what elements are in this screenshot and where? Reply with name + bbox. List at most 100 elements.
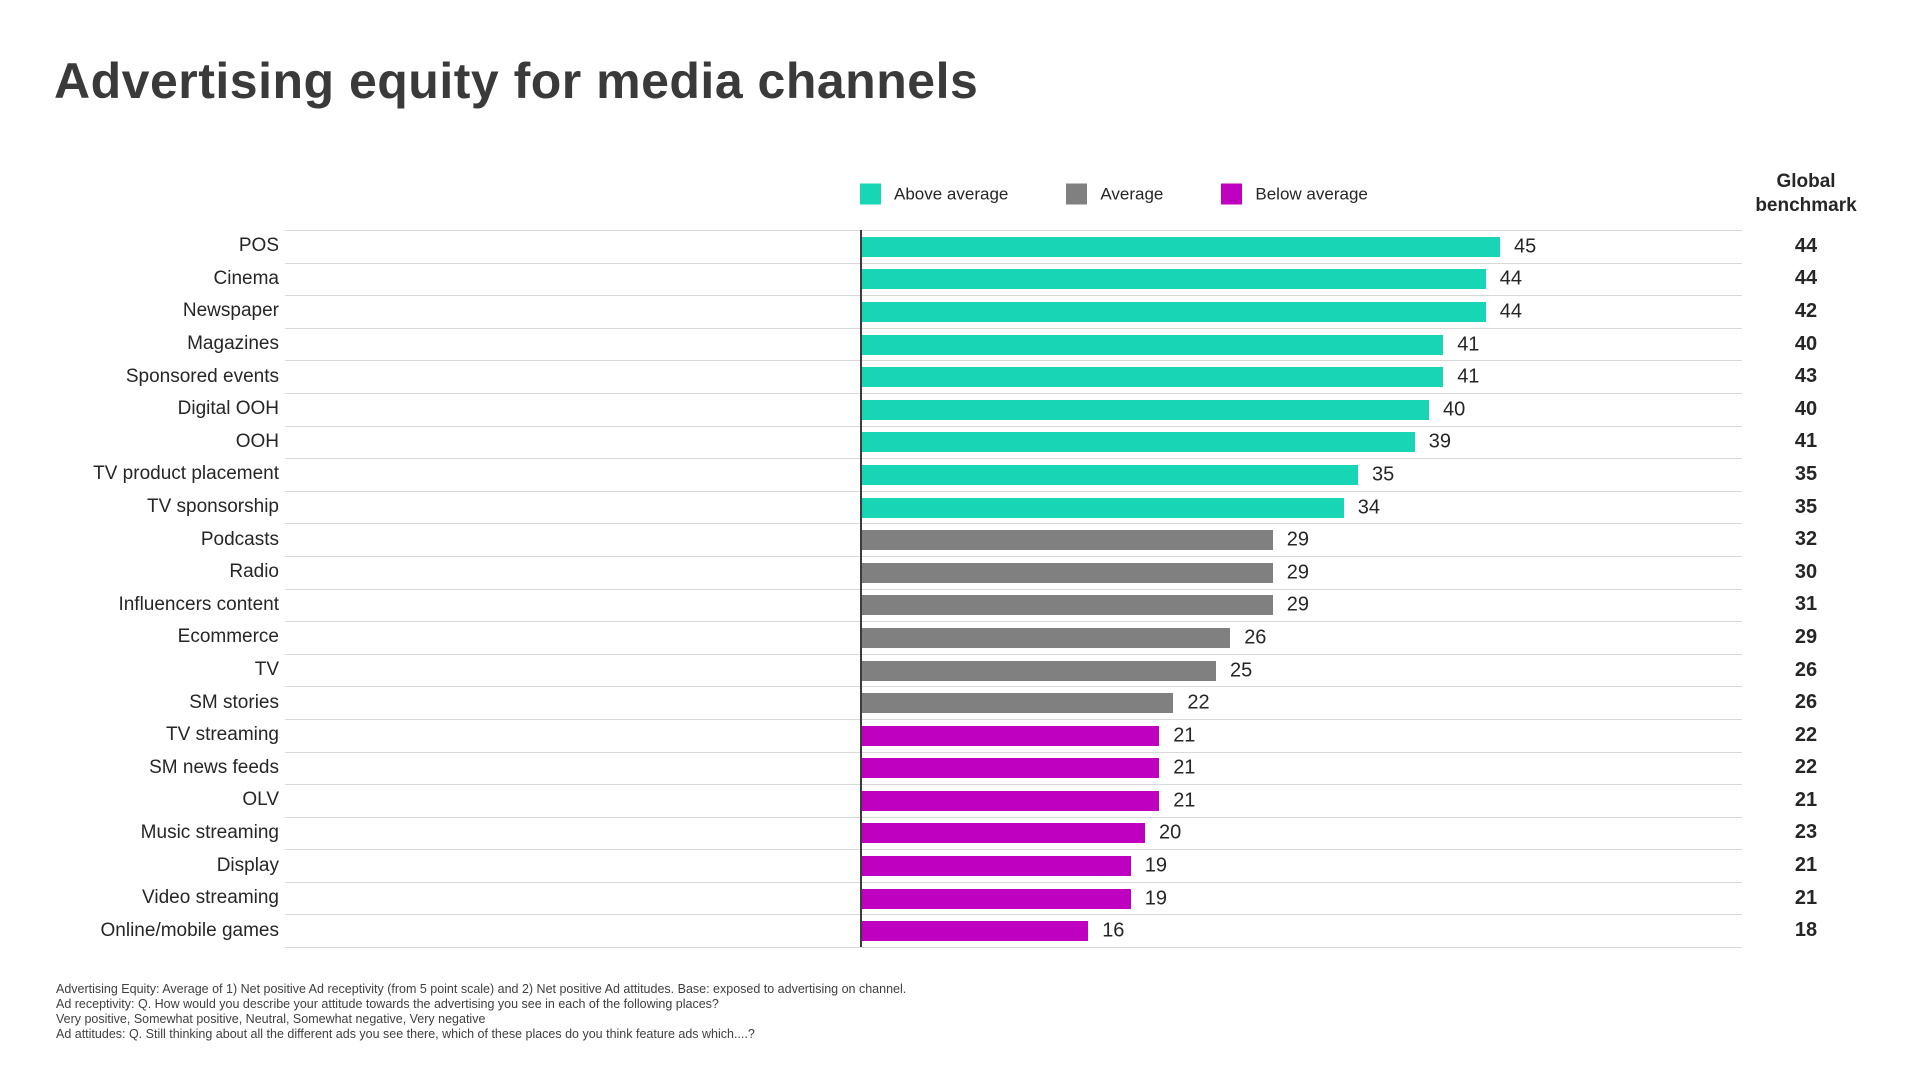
benchmark-value: 30: [1794, 560, 1818, 583]
bar-track: 44: [285, 262, 1742, 296]
benchmark-value: 40: [1794, 332, 1818, 355]
benchmark-value: 42: [1794, 299, 1818, 322]
chart-row: Digital OOH 40 40: [54, 392, 1870, 426]
benchmark-value: 43: [1794, 365, 1818, 388]
benchmark-value: 35: [1794, 495, 1818, 518]
category-label: POS: [238, 235, 279, 257]
benchmark-value: 32: [1794, 528, 1818, 551]
benchmark-value: 26: [1794, 691, 1818, 714]
footnotes: Advertising Equity: Average of 1) Net po…: [56, 982, 906, 1042]
chart-row: Sponsored events 41 43: [54, 360, 1870, 393]
bar-value: 41: [1457, 365, 1480, 388]
category-label: SM news feeds: [149, 756, 279, 778]
bar-track: 21: [285, 784, 1742, 817]
bar-average: [861, 660, 1216, 681]
bar-track: 39: [285, 425, 1742, 459]
legend-label: Above average: [894, 184, 1009, 203]
chart-rows: POS 45 44 Cinema 44 44 Newspaper 44 42 Magazines 4…: [54, 230, 1870, 949]
chart-row: Online/mobile games 16 18: [54, 914, 1870, 947]
chart-row: OOH 39 41: [54, 425, 1870, 459]
category-label: Online/mobile games: [100, 919, 279, 941]
benchmark-value: 29: [1794, 625, 1818, 648]
chart-row: Cinema 44 44: [54, 262, 1870, 296]
benchmark-value: 21: [1794, 886, 1818, 909]
bar-value: 20: [1159, 821, 1182, 844]
legend-swatch-average: [1066, 183, 1088, 205]
bar-track: 34: [285, 490, 1742, 524]
bar-above: [861, 334, 1444, 355]
chart-row: TV sponsorship 34 35: [54, 490, 1870, 524]
bar-track: 44: [285, 295, 1742, 328]
chart-row: SM stories 22 26: [54, 686, 1870, 719]
bar-track: 25: [285, 653, 1742, 687]
legend-item-below: Below average: [1221, 183, 1368, 205]
benchmark-value: 44: [1794, 234, 1818, 257]
category-label: Video streaming: [142, 887, 279, 909]
category-label: Newspaper: [182, 300, 279, 322]
bar-value: 44: [1499, 300, 1523, 323]
category-label: Influencers content: [118, 593, 279, 615]
bar-value: 39: [1428, 430, 1452, 453]
bar-above: [861, 301, 1486, 322]
bar-below: [861, 758, 1160, 779]
chart-header-row: Above average Average Below average Global…: [54, 168, 1870, 220]
bar-track: 45: [285, 230, 1742, 263]
category-label: TV sponsorship: [146, 496, 279, 518]
footnote-line: Advertising Equity: Average of 1) Net po…: [56, 982, 907, 996]
bar-value: 29: [1286, 561, 1310, 584]
chart-row: Radio 29 30: [54, 555, 1870, 589]
chart-row: Ecommerce 26 29: [54, 621, 1870, 654]
benchmark-value: 23: [1794, 821, 1818, 844]
chart-row: POS 45 44: [54, 230, 1870, 263]
benchmark-value: 22: [1794, 723, 1818, 746]
category-label: Podcasts: [200, 528, 279, 550]
header-track: Above average Average Below average: [285, 168, 1742, 220]
benchmark-value: 21: [1794, 788, 1818, 811]
bar-below: [861, 921, 1089, 942]
category-label: Cinema: [213, 267, 279, 289]
bar-value: 16: [1102, 919, 1125, 942]
bar-above: [861, 269, 1486, 290]
bottom-line: [285, 947, 1742, 949]
category-label: Magazines: [187, 333, 279, 355]
bar-value: 21: [1173, 756, 1196, 779]
chart-row: Magazines 41 40: [54, 327, 1870, 361]
bar-below: [861, 790, 1160, 811]
bar-track: 26: [285, 621, 1742, 654]
category-label: Display: [216, 854, 279, 876]
bar-value: 45: [1514, 235, 1537, 258]
bar-value: 29: [1286, 528, 1310, 551]
bar-value: 35: [1372, 463, 1395, 486]
category-label: OLV: [242, 789, 279, 811]
benchmark-value: 40: [1794, 397, 1818, 420]
bar-value: 41: [1457, 333, 1480, 356]
bar-value: 19: [1144, 854, 1168, 877]
bar-track: 29: [285, 555, 1742, 589]
axis-line: [860, 230, 862, 948]
legend-swatch-below: [1221, 183, 1243, 205]
bar-track: 35: [285, 458, 1742, 491]
benchmark-value: 44: [1794, 267, 1818, 290]
bar-value: 40: [1443, 398, 1466, 421]
bar-track: 19: [285, 881, 1742, 915]
bar-above: [861, 432, 1415, 453]
footnote-line: Ad attitudes: Q. Still thinking about al…: [56, 1027, 755, 1041]
bar-value: 44: [1499, 267, 1523, 290]
legend-label: Below average: [1255, 184, 1368, 203]
category-label: Digital OOH: [177, 398, 279, 420]
bar-average: [861, 562, 1273, 583]
chart-row: Music streaming 20 23: [54, 816, 1870, 850]
header-spacer: [54, 194, 285, 195]
category-label: Ecommerce: [177, 626, 279, 648]
bar-track: 29: [285, 588, 1742, 622]
legend-label: Average: [1100, 184, 1164, 203]
bar-track: 21: [285, 751, 1742, 785]
chart-row: Podcasts 29 32: [54, 523, 1870, 556]
bar-below: [861, 856, 1131, 877]
benchmark-header: Global benchmark: [1755, 171, 1857, 216]
benchmark-value: 41: [1794, 430, 1818, 453]
chart-row: Newspaper 44 42: [54, 295, 1870, 328]
bar-value: 34: [1357, 496, 1381, 519]
benchmark-value: 21: [1794, 854, 1818, 877]
benchmark-value: 18: [1794, 919, 1818, 942]
